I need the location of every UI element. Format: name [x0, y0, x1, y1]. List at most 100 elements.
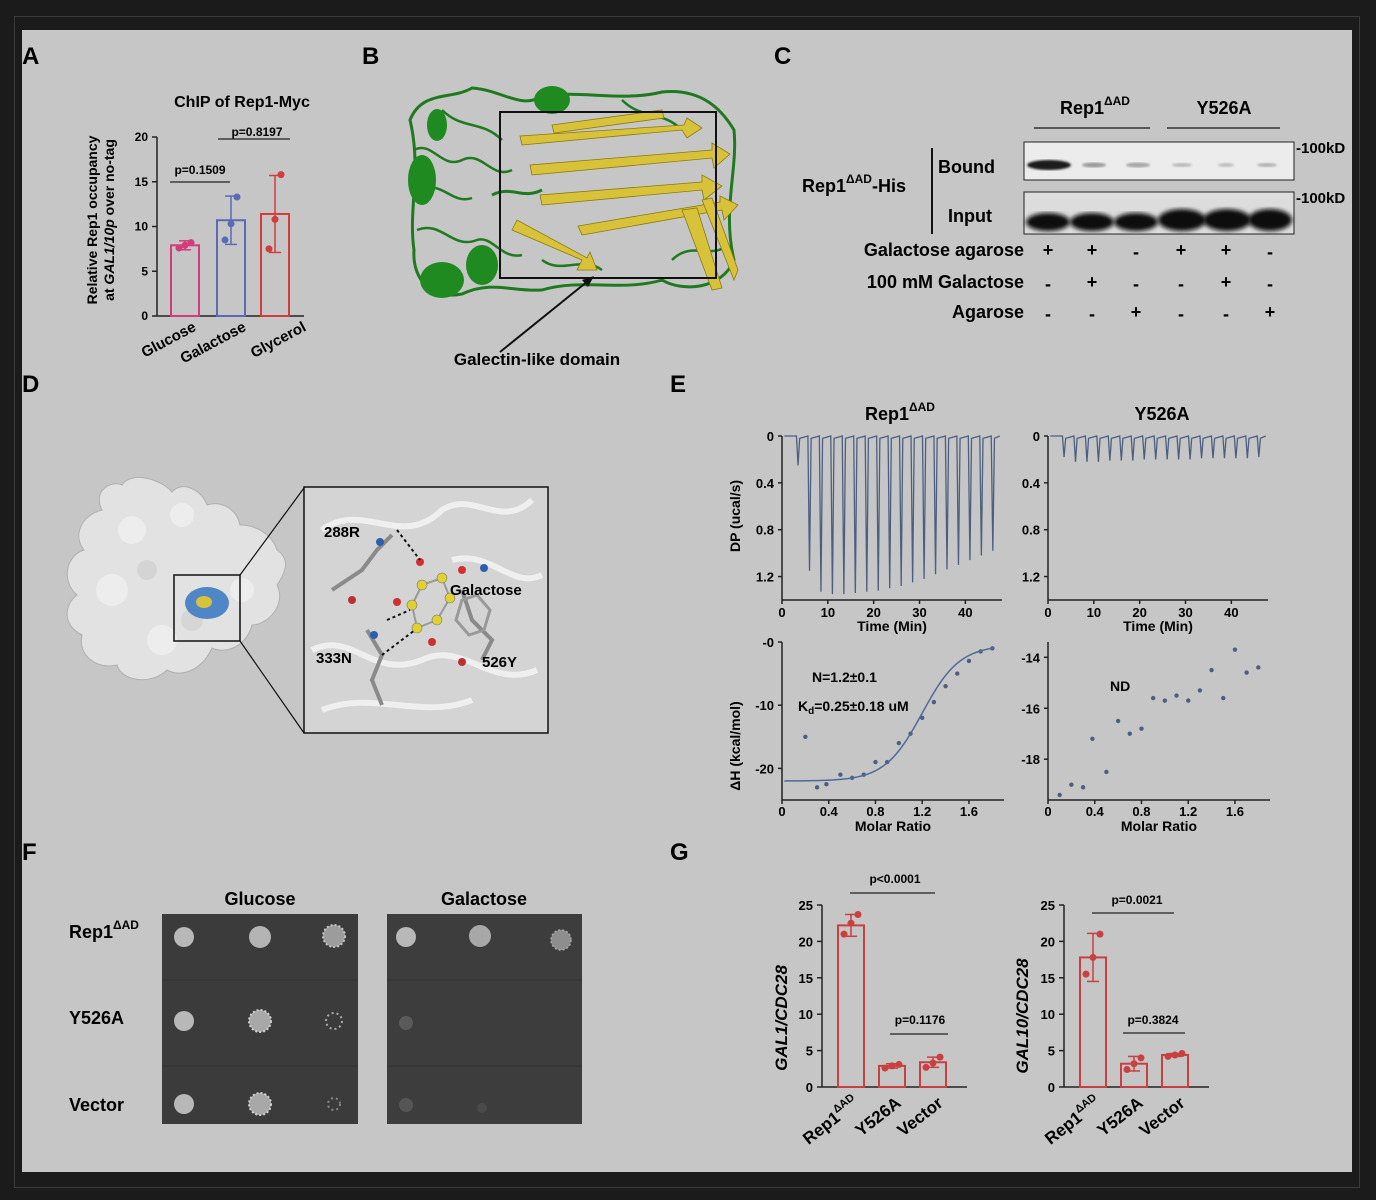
itc-dh-left-point	[931, 699, 937, 705]
chart-g-left-ytick-label: 15	[799, 971, 813, 986]
panel-letter-a: A	[22, 43, 39, 70]
chart-g-right-ytick-label: 25	[1041, 898, 1055, 913]
itc-dh-right-point	[1057, 792, 1062, 798]
chart-a-p1: p=0.1509	[174, 163, 225, 177]
plate-col-galactose: Galactose	[441, 889, 527, 909]
wb-condition-sign: -	[1089, 304, 1095, 324]
wb-condition-sign: +	[1221, 272, 1232, 292]
chart-a-ytick-label: 20	[135, 130, 149, 144]
itc-dp-right-ytick-label: 0	[1033, 429, 1040, 444]
itc-dh-right-point	[1139, 726, 1144, 731]
itc-dp-right-xtick-label: 30	[1178, 605, 1192, 620]
panel-letter-e: E	[670, 371, 686, 398]
plate-glucose	[162, 914, 358, 1124]
chart-a-ylabel-line2: at GAL1/10p over no-tag	[101, 139, 117, 301]
chart-g-right-ytick-label: 15	[1041, 971, 1055, 986]
chart-g-left-p2: p=0.1176	[895, 1013, 946, 1027]
itc-dh-right-xtick-label: 0	[1044, 804, 1051, 819]
chart-a-point	[221, 236, 229, 244]
protein-surface-image	[66, 476, 286, 681]
wb-condition-label: 100 mM Galactose	[867, 272, 1024, 292]
domain-label: Galectin-like domain	[454, 350, 620, 369]
chart-g-right-p1: p=0.0021	[1111, 893, 1162, 907]
panel-c: C Rep1ΔAD Y526A Rep1ΔAD-His Bound Input …	[774, 43, 1345, 324]
panel-letter-f: F	[22, 839, 37, 866]
chart-a-ylabel-line1: Relative Rep1 occupancy	[84, 135, 100, 304]
wb-condition-label: Galactose agarose	[864, 240, 1024, 260]
chart-a-point	[233, 193, 241, 201]
wb-input-label: Input	[948, 206, 992, 226]
itc-dh-right-point	[1069, 782, 1074, 787]
itc-dh-left-xtick-label: 1.2	[913, 804, 931, 819]
plate-row-rep1: Rep1ΔAD	[69, 918, 139, 942]
itc-left-title: Rep1ΔAD	[865, 400, 935, 424]
itc-dp-right-ytick-label: 0.8	[1022, 523, 1040, 538]
itc-dp-right-trace	[1050, 435, 1266, 462]
itc-dh-right-point	[1256, 665, 1261, 670]
itc-dp-right-ytick-label: 0.4	[1022, 476, 1041, 491]
plate-row-y526a: Y526A	[69, 1008, 124, 1028]
itc-dh-left-point	[873, 759, 878, 765]
chart-a-ytick-label: 10	[135, 220, 149, 234]
wb-condition-sign: -	[1178, 274, 1184, 294]
wb-condition-sign: -	[1133, 242, 1139, 262]
itc-dh-right-point	[1209, 667, 1214, 673]
itc-dh-left-point	[955, 671, 960, 676]
wb-bound-blot	[1023, 141, 1295, 181]
chart-g-left-point	[847, 919, 855, 927]
wb-condition-sign: -	[1133, 274, 1139, 294]
panel-letter-g: G	[670, 839, 689, 866]
domain-highlight-box	[499, 111, 717, 279]
residue-333n: 333N	[316, 650, 352, 667]
itc-dh-ylabel: ΔH (kcal/mol)	[727, 701, 743, 790]
panel-a: A ChIP of Rep1-Myc Relative Rep1 occupan…	[22, 43, 310, 367]
binding-site-image	[303, 486, 549, 734]
itc-kd-value: Kd=0.25±0.18 uM	[798, 698, 909, 717]
wb-condition-sign: -	[1223, 304, 1229, 324]
itc-dp-left-xtick-label: 0	[778, 605, 785, 620]
chart-g-right-cat-3: Vector	[1136, 1093, 1189, 1140]
panel-d: D	[22, 371, 549, 734]
chart-g-right-point	[1164, 1052, 1172, 1060]
chart-g-left-ytick-label: 0	[806, 1080, 813, 1095]
itc-dh-right-point	[1080, 785, 1086, 790]
chart-g-left-ytick-label: 25	[799, 898, 813, 913]
chart-a-point	[175, 244, 183, 252]
chart-g-left-point	[929, 1059, 937, 1067]
itc-dh-right-point	[1090, 736, 1095, 742]
chart-g-left-point	[895, 1060, 903, 1068]
itc-dh-right-ytick-label: -18	[1021, 752, 1040, 767]
chart-g-left-bar	[837, 924, 865, 1088]
itc-dp-right-xtick-label: 20	[1132, 605, 1146, 620]
wb-bound-label: Bound	[938, 157, 995, 177]
itc-dp-right-ytick-label: 1.2	[1022, 570, 1040, 585]
itc-dp-right-xlabel: Time (Min)	[1123, 618, 1193, 634]
chart-g-right-point	[1178, 1050, 1186, 1058]
chart-g-left-point	[888, 1062, 896, 1070]
itc-dh-left-point	[814, 785, 820, 790]
wb-marker-1: -100kD	[1296, 140, 1345, 157]
chart-a-p2: p=0.8197	[231, 125, 282, 139]
chart-g-left-cat-3: Vector	[894, 1093, 947, 1140]
itc-dh-right-xtick-label: 0.4	[1086, 804, 1105, 819]
plate-row-vector: Vector	[69, 1095, 124, 1115]
chart-g-left-ylabel: GAL1/CDC28	[772, 965, 791, 1071]
residue-526y: 526Y	[482, 654, 517, 671]
chart-a-point	[227, 220, 235, 228]
chart-g-left-point	[854, 910, 862, 918]
itc-dh-left-point	[803, 734, 808, 739]
chart-a-point	[187, 239, 195, 247]
itc-n-value: N=1.2±0.1	[812, 669, 877, 685]
chart-g-right-point	[1130, 1060, 1138, 1068]
itc-dp-left-xtick-label: 30	[912, 605, 926, 620]
chart-g-left-point	[881, 1064, 889, 1072]
itc-dh-left-xtick-label: 0.4	[820, 804, 839, 819]
chart-g-left-ytick-label: 20	[799, 934, 813, 949]
wb-condition-sign: +	[1176, 240, 1187, 260]
chart-a-point	[265, 245, 273, 253]
itc-dh-right-ytick-label: -16	[1021, 701, 1040, 716]
itc-dp-ylabel: DP (ucal/s)	[727, 480, 743, 552]
itc-dh-left-point	[896, 740, 902, 746]
panel-g: G GAL1/CDC28 GAL10/CDC28 0 5 10 15 20 25 0 5 10…	[670, 839, 1209, 1148]
itc-dh-left-xtick-label: 0	[778, 804, 785, 819]
